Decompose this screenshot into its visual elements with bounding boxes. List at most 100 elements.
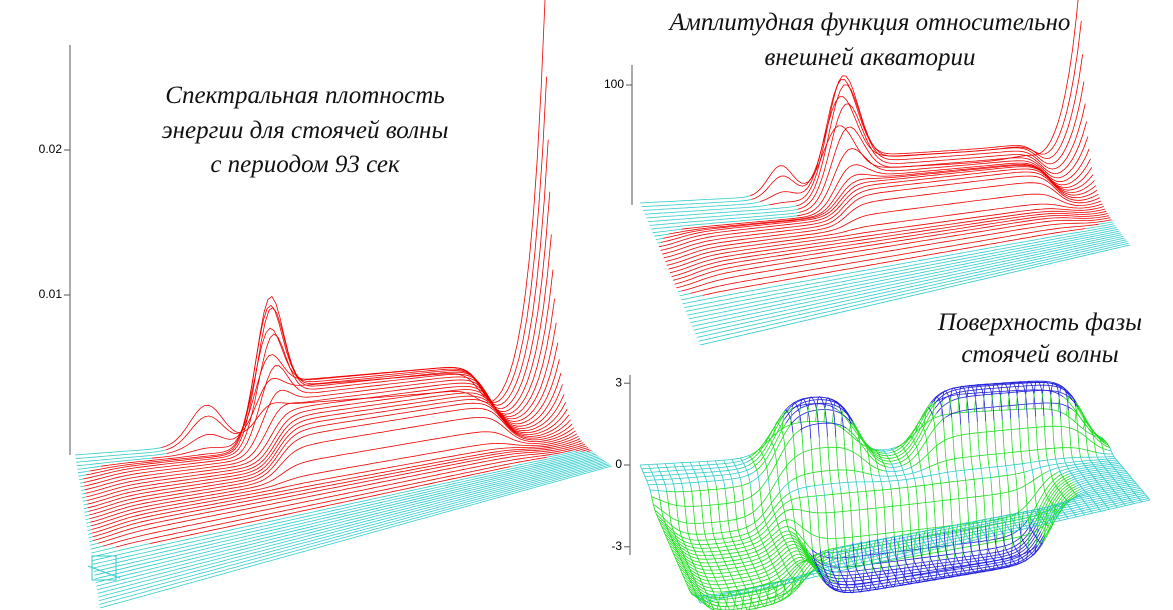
mesh-line <box>689 462 700 487</box>
mesh-line <box>75 449 166 459</box>
mesh-line <box>885 538 906 586</box>
mesh-line <box>102 445 587 547</box>
mesh-line <box>646 205 797 219</box>
mesh-line <box>671 210 1107 277</box>
mesh-line <box>844 551 865 593</box>
mesh-line <box>704 594 709 602</box>
mesh-line <box>918 534 939 581</box>
mesh-line <box>986 518 992 552</box>
mesh-line <box>660 171 1098 251</box>
mesh-line <box>674 215 1109 285</box>
mesh-line <box>646 466 754 481</box>
mesh-line <box>1038 481 1074 530</box>
mesh-line <box>666 491 714 608</box>
mesh-line <box>1067 464 1121 475</box>
mesh-line <box>647 208 798 223</box>
mesh-line <box>690 487 739 610</box>
mesh-line <box>666 203 1103 266</box>
mesh-line <box>1001 419 1007 466</box>
mesh-line <box>816 396 828 437</box>
mesh-line <box>76 453 167 463</box>
mesh-line <box>741 485 788 602</box>
mesh-line <box>679 293 691 297</box>
mesh-line <box>888 464 904 468</box>
mesh-line <box>639 195 751 204</box>
mesh-line <box>943 531 963 577</box>
mesh-line <box>968 528 988 573</box>
mesh-line <box>1109 447 1151 501</box>
mesh-line <box>1050 472 1072 502</box>
mesh-line <box>714 460 726 489</box>
mesh-line <box>690 234 1123 323</box>
mesh-line <box>1041 392 1043 409</box>
mesh-line <box>783 399 854 423</box>
mesh-line <box>976 527 996 571</box>
mesh-line <box>688 232 1121 320</box>
mesh-line <box>993 420 998 467</box>
mesh-line <box>970 521 975 555</box>
mesh-line <box>78 474 87 477</box>
mesh-line <box>798 495 828 576</box>
mesh-line <box>1019 511 1025 545</box>
mesh-line <box>690 223 1099 294</box>
mesh-line <box>1023 511 1036 527</box>
mesh-line <box>769 75 1085 206</box>
mesh-line <box>575 447 589 452</box>
mesh-line <box>1074 472 1128 485</box>
mesh-line <box>816 498 821 550</box>
mesh-line <box>952 530 972 576</box>
mesh-line <box>1061 474 1078 496</box>
mesh-line <box>792 432 798 486</box>
mesh-line <box>929 529 934 563</box>
mesh-line <box>678 556 823 589</box>
mesh-line <box>734 580 784 592</box>
mesh-line <box>682 491 730 610</box>
mesh-line <box>815 406 818 422</box>
mesh-line <box>654 233 669 237</box>
mesh-line <box>91 543 150 558</box>
mesh-line <box>1015 476 1020 524</box>
mesh-line <box>85 518 90 520</box>
mesh-line <box>835 436 840 484</box>
mesh-line <box>696 241 1128 338</box>
mesh-line <box>1035 478 1071 526</box>
mesh-line <box>692 235 1124 327</box>
mesh-line <box>965 396 968 413</box>
mesh-line <box>510 451 582 467</box>
plot-title: внешней акватории <box>765 44 976 71</box>
mesh-line <box>994 533 1013 568</box>
mesh-line <box>1032 392 1035 409</box>
mesh-line <box>1039 507 1053 523</box>
mesh-line <box>1051 416 1057 460</box>
mesh-line <box>1035 508 1041 545</box>
mesh-line <box>990 517 1004 534</box>
mesh-line <box>674 550 820 582</box>
mesh-line <box>852 404 934 459</box>
mesh-line <box>681 219 1112 292</box>
mesh-line <box>1007 514 1020 531</box>
mesh-line <box>784 409 794 433</box>
mesh-line <box>812 550 830 586</box>
mesh-line <box>98 463 609 602</box>
mesh-line <box>1030 462 1034 476</box>
mesh-line <box>1097 452 1113 455</box>
mesh-line <box>848 490 854 543</box>
mesh-line <box>901 466 908 486</box>
mesh-line <box>707 485 755 610</box>
mesh-line <box>92 451 594 565</box>
mesh-line <box>665 482 750 493</box>
mesh-line <box>1024 393 1027 410</box>
mesh-line <box>778 446 887 478</box>
mesh-line <box>83 507 89 510</box>
mesh-line <box>890 462 900 487</box>
mesh-line <box>810 571 815 578</box>
mesh-line <box>759 486 804 588</box>
mesh-line <box>906 485 912 536</box>
mesh-line <box>1057 461 1119 473</box>
mesh-line <box>865 444 880 475</box>
mesh-line <box>854 407 936 462</box>
mesh-line <box>658 470 1028 545</box>
mesh-line <box>677 290 682 293</box>
mesh-line <box>1063 501 1077 518</box>
mesh-line <box>657 242 662 244</box>
